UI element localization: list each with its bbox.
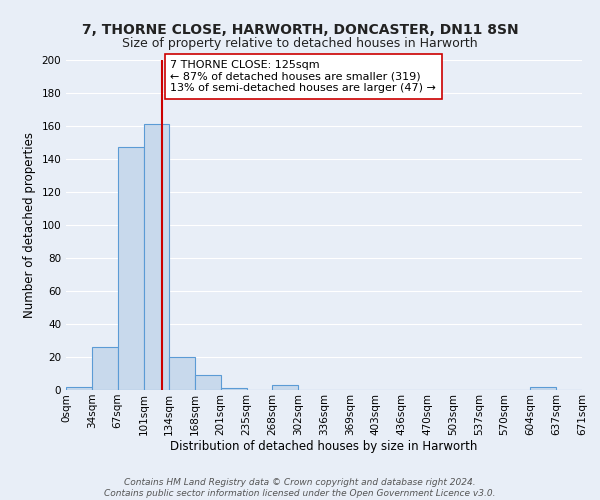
Bar — [169, 357, 195, 390]
Bar — [221, 388, 247, 390]
Bar — [272, 385, 298, 390]
Bar — [195, 375, 221, 390]
Text: Contains HM Land Registry data © Crown copyright and database right 2024.
Contai: Contains HM Land Registry data © Crown c… — [104, 478, 496, 498]
Text: Size of property relative to detached houses in Harworth: Size of property relative to detached ho… — [122, 38, 478, 51]
Text: 7 THORNE CLOSE: 125sqm
← 87% of detached houses are smaller (319)
13% of semi-de: 7 THORNE CLOSE: 125sqm ← 87% of detached… — [170, 60, 436, 93]
Bar — [143, 124, 169, 390]
Bar — [530, 386, 556, 390]
Bar — [118, 148, 143, 390]
Bar — [66, 386, 92, 390]
Y-axis label: Number of detached properties: Number of detached properties — [23, 132, 36, 318]
X-axis label: Distribution of detached houses by size in Harworth: Distribution of detached houses by size … — [170, 440, 478, 454]
Bar — [92, 347, 118, 390]
Text: 7, THORNE CLOSE, HARWORTH, DONCASTER, DN11 8SN: 7, THORNE CLOSE, HARWORTH, DONCASTER, DN… — [82, 22, 518, 36]
